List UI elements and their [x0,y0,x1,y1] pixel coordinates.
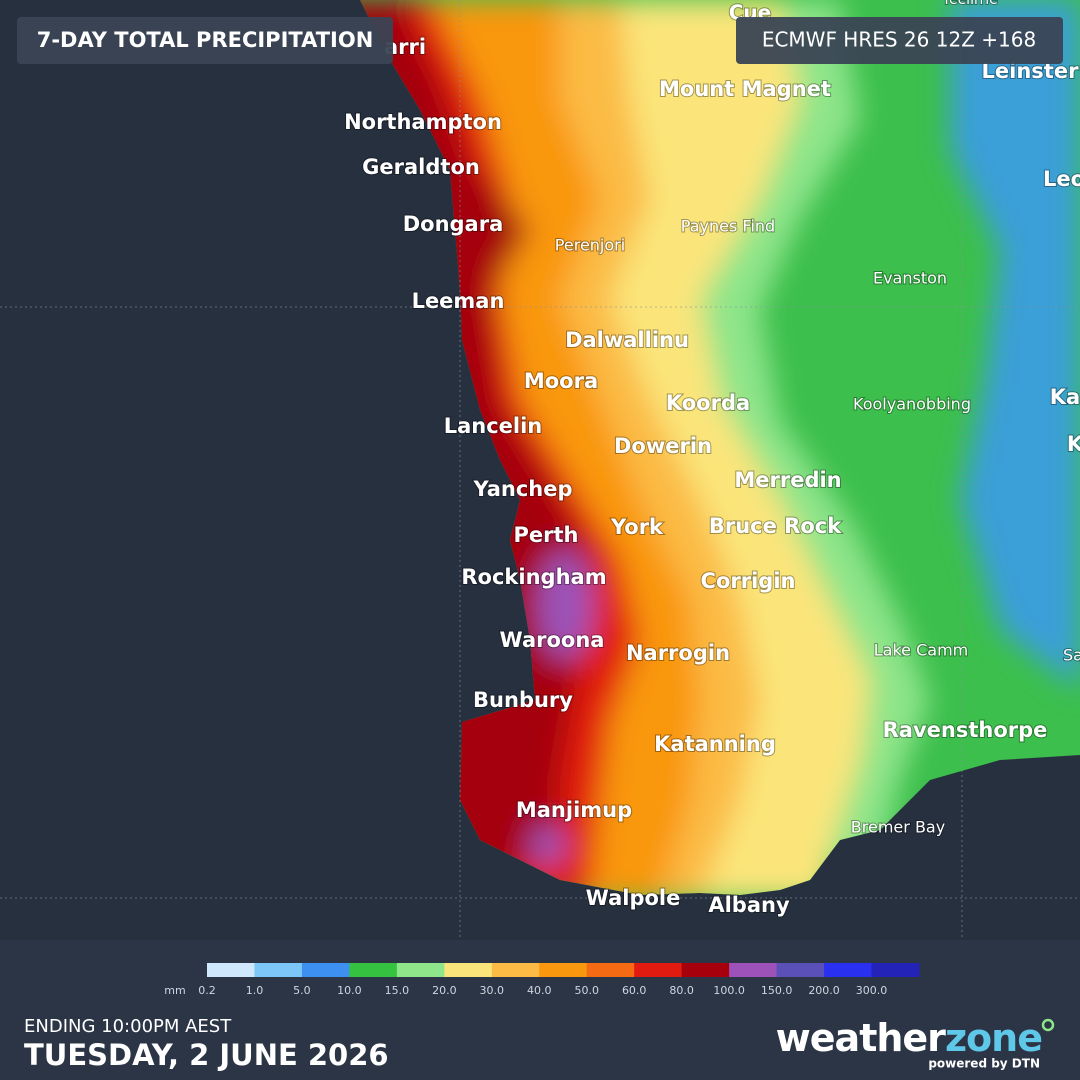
legend: 0.2 1.0 5.0 10.0 15.0 20.0 30.0 40.0 50.0 60.0 80.… [198,963,920,997]
place-label: Katanning [654,732,776,756]
place-label: Waroona [500,628,605,652]
legend-tick-label: 5.0 [293,984,311,997]
place-label: Leo [1043,167,1080,191]
legend-swatch [729,963,778,977]
logo: weatherzone [776,1016,1042,1060]
place-label: Yeelirrie [941,0,997,8]
place-label: Merredin [734,468,841,492]
logo-dot [1041,1018,1055,1032]
legend-tick-label: 150.0 [761,984,793,997]
title: 7-DAY TOTAL PRECIPITATION [37,28,374,52]
place-label: Narrogin [626,641,730,665]
place-label: Koolyanobbing [853,395,971,414]
place-label: Albany [708,893,790,917]
legend-tick-label: 60.0 [622,984,647,997]
logo-brand: weather [776,1016,947,1060]
place-label: Ka [1050,385,1080,409]
place-label: Lancelin [444,414,543,438]
legend-tick-label: 80.0 [669,984,694,997]
place-label: Manjimup [516,798,632,822]
place-label: Moora [524,369,598,393]
place-label: Koorda [666,391,750,415]
legend-tick-label: 40.0 [527,984,552,997]
legend-swatch [681,963,730,977]
powered-by: powered by DTN [928,1057,1040,1071]
legend-swatch [349,963,398,977]
place-label: Leeman [412,289,505,313]
legend-swatch [491,963,540,977]
place-label: York [610,515,664,539]
place-label: Perth [514,523,579,547]
legend-unit: mm [164,984,185,997]
legend-swatch [254,963,303,977]
place-label: Perenjori [555,236,625,255]
legend-tick-label: 10.0 [337,984,362,997]
place-label: Corrigin [701,569,796,593]
place-label: Ravensthorpe [883,718,1048,742]
legend-tick-label: 30.0 [480,984,505,997]
model-label: ECMWF HRES 26 12Z +168 [762,28,1036,52]
model-box [736,17,1063,64]
legend-swatch [207,963,255,977]
legend-swatch [539,963,588,977]
legend-tick-label: 15.0 [385,984,410,997]
legend-swatch [871,963,920,977]
place-label: K [1067,432,1080,456]
place-label: Bremer Bay [851,818,945,837]
legend-swatch [396,963,445,977]
legend-swatch [634,963,683,977]
legend-tick-label: 300.0 [856,984,888,997]
legend-tick-label: 100.0 [713,984,745,997]
graticule [0,0,1080,940]
legend-swatch [586,963,635,977]
legend-tick-label: 20.0 [432,984,457,997]
place-label: Bunbury [473,688,573,712]
logo-accent: zone [945,1016,1042,1060]
title-box [17,17,393,64]
place-label: Lake Camm [874,641,969,660]
place-label: Mount Magnet [659,77,831,101]
place-label: Rockingham [461,565,606,589]
legend-swatch [776,963,825,977]
place-label: Geraldton [362,155,480,179]
date-label: TUESDAY, 2 JUNE 2026 [24,1038,389,1072]
place-label: Walpole [586,886,681,910]
legend-swatch [301,963,350,977]
legend-swatch [444,963,493,977]
ending-label: ENDING 10:00PM AEST [24,1016,232,1037]
place-label: Evanston [873,269,947,288]
legend-swatch [824,963,873,977]
legend-tick-label: 0.2 [198,984,216,997]
place-label: Paynes Find [681,217,775,236]
legend-tick-label: 50.0 [574,984,599,997]
place-label: Sa [1063,646,1080,665]
place-label: Northampton [344,110,502,134]
place-label: Bruce Rock [709,514,842,538]
place-label: Dongara [403,212,504,236]
legend-tick-label: 200.0 [808,984,840,997]
legend-tick-label: 1.0 [246,984,264,997]
place-label: Yanchep [472,477,572,501]
place-label: Dowerin [614,434,712,458]
place-label: Dalwallinu [565,328,689,352]
